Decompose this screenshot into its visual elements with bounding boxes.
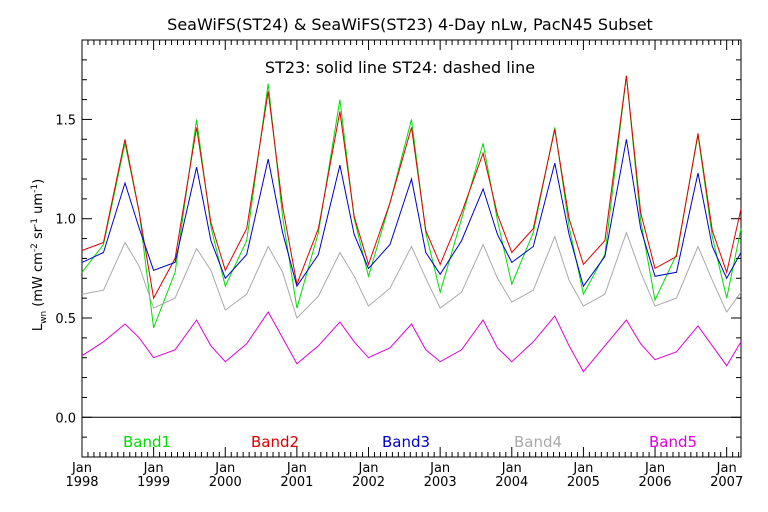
plot-frame — [81, 39, 742, 458]
y-axis-label-units-close: ) — [31, 179, 46, 184]
x-tick-month: Jan — [501, 461, 522, 476]
y-axis-label: Lwn (mW cm-2 sr-1 um-1) — [30, 179, 49, 331]
y-axis-label-base: L — [31, 323, 46, 331]
x-tick-year: 2002 — [352, 475, 385, 490]
legend-item-band5: Band5 — [649, 433, 697, 451]
x-tick-month: Jan — [143, 461, 164, 476]
y-tick-label: 1.0 — [55, 213, 76, 228]
y-axis-label-units-mid1: sr — [31, 226, 46, 243]
legend: Band1 Band2 Band3 Band4 Band5 — [123, 433, 697, 451]
y-axis-label-exp3: -1 — [30, 184, 40, 193]
y-tick-label: 0.0 — [55, 411, 76, 426]
chart-title: SeaWiFS(ST24) & SeaWiFS(ST23) 4-Day nLw,… — [167, 15, 653, 34]
y-axis-label-units-mid2: um — [31, 193, 46, 218]
y-axis-label-units-open: (mW cm — [31, 252, 46, 311]
x-tick-year: 2003 — [424, 475, 457, 490]
series-line-band4 — [81, 231, 742, 319]
x-tick-month: Jan — [716, 461, 737, 476]
series-line-band5 — [81, 311, 742, 373]
x-tick-month: Jan — [357, 461, 378, 476]
x-tick-month: Jan — [572, 461, 593, 476]
chart-subtitle: ST23: solid line ST24: dashed line — [265, 58, 535, 77]
y-tick-label: 0.5 — [55, 312, 76, 327]
x-tick-year: 2007 — [710, 475, 743, 490]
x-tick-month: Jan — [214, 461, 235, 476]
legend-item-band4: Band4 — [514, 433, 562, 451]
y-axis-label-sub: wn — [39, 311, 49, 324]
legend-item-band2: Band2 — [251, 433, 299, 451]
series-line-band2 — [81, 75, 742, 300]
x-tick-year: 2005 — [567, 475, 600, 490]
y-tick-label: 1.5 — [55, 113, 76, 128]
y-axis-label-exp2: -1 — [30, 218, 40, 227]
legend-item-band1: Band1 — [123, 433, 171, 451]
x-tick-year: 2006 — [638, 475, 671, 490]
series-line-band1 — [81, 75, 742, 329]
x-tick-month: Jan — [644, 461, 665, 476]
x-tick-month: Jan — [286, 461, 307, 476]
x-tick-year: 2004 — [495, 475, 528, 490]
y-axis-label-exp1: -2 — [30, 243, 40, 252]
x-tick-year: 1999 — [137, 475, 170, 490]
svg-text:Lwn (mW cm-2 sr-1 um-1): Lwn (mW cm-2 sr-1 um-1) — [30, 179, 49, 331]
x-tick-year: 1998 — [65, 475, 98, 490]
x-tick-year: 2000 — [209, 475, 242, 490]
series-group — [81, 75, 742, 373]
series-line-band3 — [81, 139, 742, 288]
x-tick-year: 2001 — [280, 475, 313, 490]
legend-item-band3: Band3 — [382, 433, 430, 451]
x-tick-month: Jan — [429, 461, 450, 476]
x-tick-month: Jan — [71, 461, 92, 476]
axes: 0.00.51.01.5Jan1998Jan1999Jan2000Jan2001… — [55, 40, 743, 490]
